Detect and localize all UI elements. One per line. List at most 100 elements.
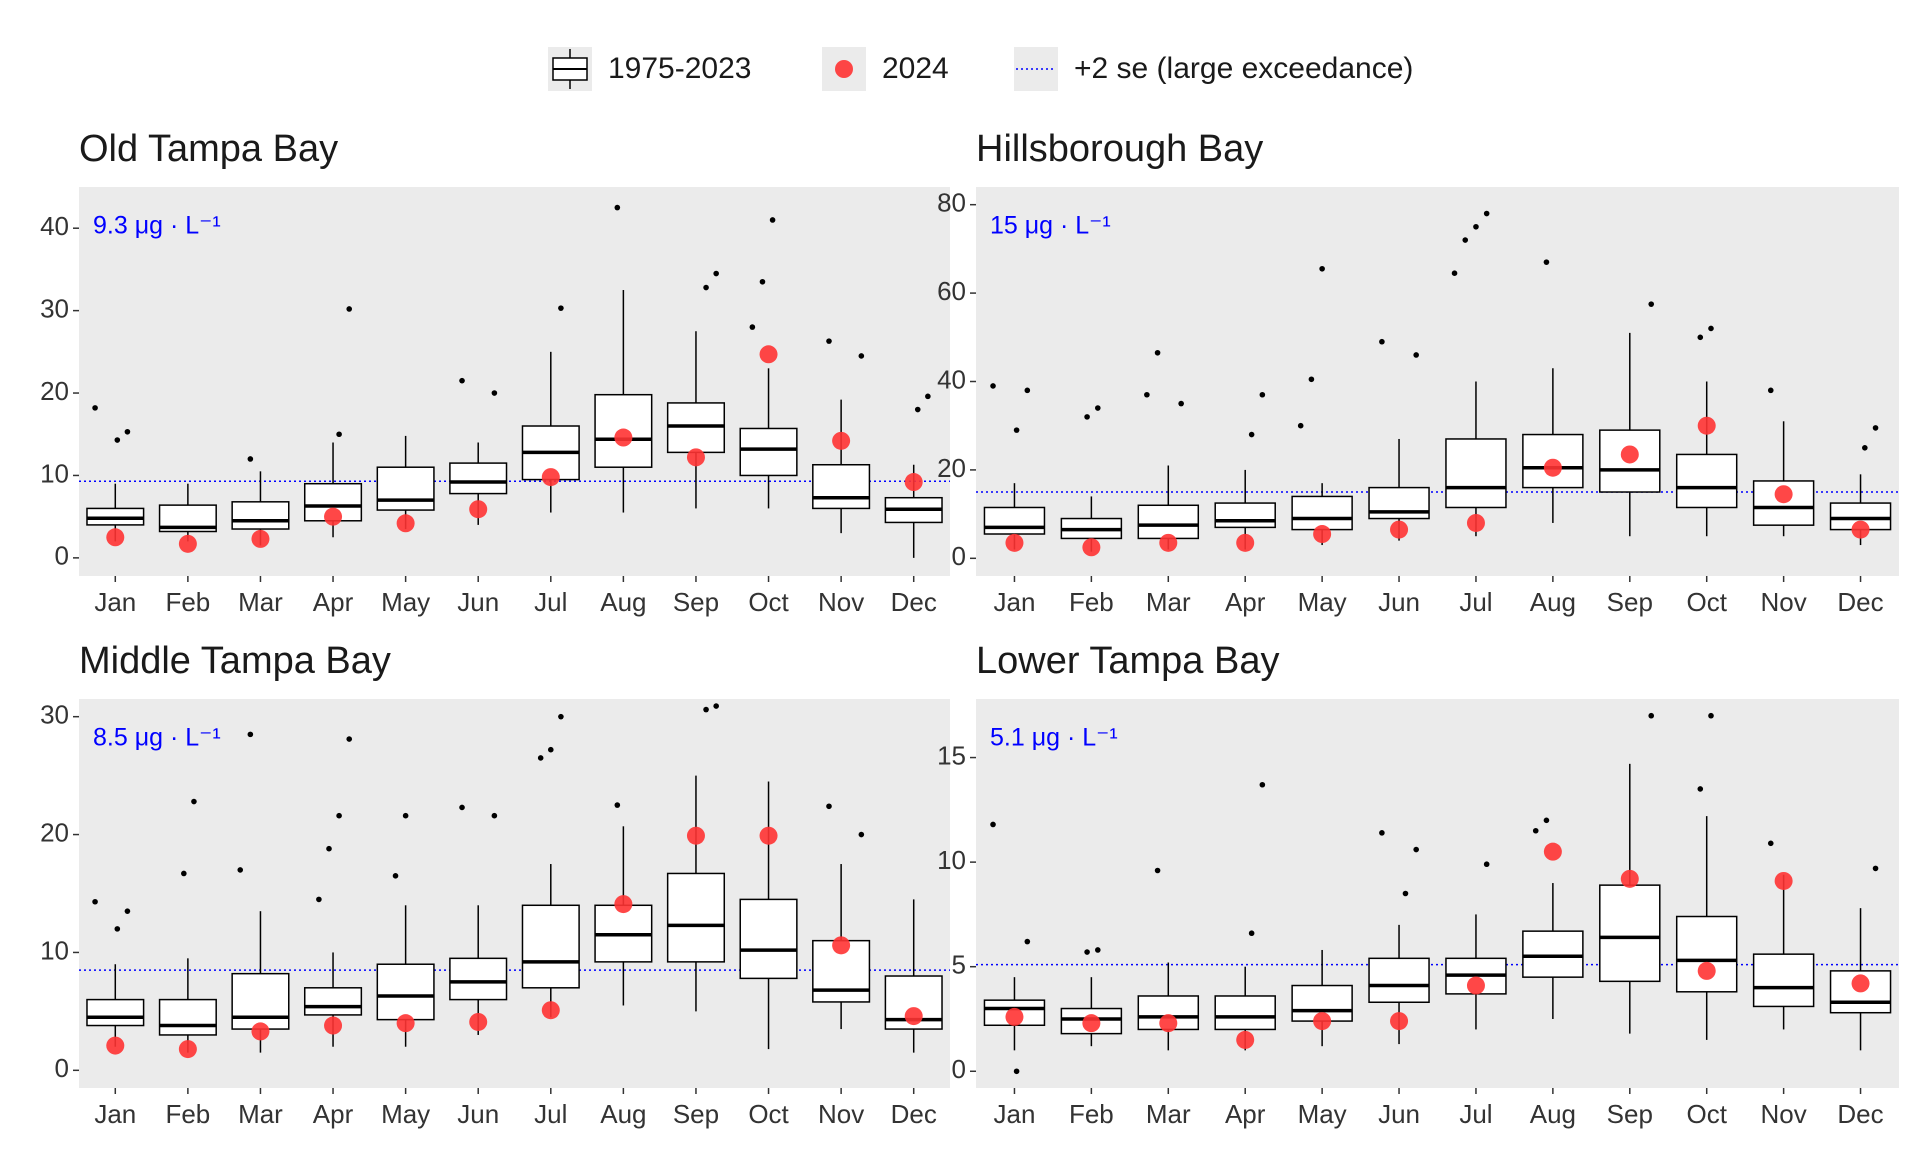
x-tick-label: Oct — [748, 1099, 789, 1129]
current-point — [614, 895, 633, 914]
x-tick-label: Sep — [673, 587, 719, 617]
x-tick-label: Apr — [1225, 587, 1266, 617]
box — [1599, 884, 1661, 983]
y-tick-label: 10 — [937, 845, 966, 875]
x-tick-label: Sep — [1607, 1099, 1653, 1129]
box — [1291, 495, 1353, 531]
legend-key-point — [835, 60, 853, 78]
outlier — [247, 456, 254, 462]
x-tick-label: Mar — [1146, 1099, 1191, 1129]
box — [449, 957, 508, 1001]
outlier — [191, 798, 197, 805]
x-tick-label: Apr — [313, 587, 354, 617]
box-group — [812, 338, 871, 534]
outlier — [713, 270, 719, 277]
current-point — [832, 431, 851, 450]
x-tick-label: Aug — [1530, 1099, 1576, 1129]
outlier — [1154, 349, 1161, 356]
y-tick-label: 20 — [937, 453, 966, 483]
outlier — [1462, 237, 1469, 243]
current-point — [1236, 533, 1255, 552]
current-point — [1159, 1014, 1178, 1033]
box — [1522, 930, 1584, 978]
outlier — [491, 390, 498, 396]
box-group — [983, 383, 1046, 550]
box — [812, 463, 871, 510]
outlier — [1379, 338, 1385, 345]
y-tick-label: 40 — [937, 364, 966, 394]
box-group — [1368, 830, 1430, 1045]
current-point — [614, 428, 633, 447]
x-tick-label: Jan — [993, 587, 1035, 617]
x-tick-label: Jul — [1459, 1099, 1492, 1129]
box-group — [449, 377, 508, 525]
box — [86, 998, 145, 1027]
outlier — [1767, 840, 1774, 847]
outlier — [459, 804, 465, 811]
box-group — [1752, 387, 1815, 537]
box-group — [231, 731, 290, 1053]
legend-item: 1975-2023 — [548, 47, 751, 91]
outlier — [1297, 422, 1304, 429]
current-point — [1082, 538, 1101, 557]
current-point — [1390, 1012, 1409, 1031]
current-point — [178, 1040, 197, 1059]
x-tick-label: Jan — [993, 1099, 1035, 1129]
current-point — [832, 936, 851, 955]
box-group — [303, 736, 363, 1047]
y-tick-label: 5 — [952, 950, 966, 980]
x-tick-label: Jul — [534, 1099, 567, 1129]
panel-title: Middle Tampa Bay — [79, 640, 391, 682]
box — [231, 501, 290, 530]
box-group — [376, 435, 435, 530]
outlier — [1862, 445, 1868, 451]
outlier — [1532, 827, 1539, 834]
outlier — [749, 324, 756, 330]
outlier — [346, 306, 353, 312]
outlier — [1154, 867, 1161, 874]
box-group — [739, 217, 798, 509]
outlier — [547, 746, 554, 753]
outlier — [1178, 400, 1184, 407]
current-point — [1774, 871, 1793, 890]
y-tick-label: 20 — [40, 376, 69, 406]
outlier — [826, 338, 832, 344]
panel-title: Lower Tampa Bay — [976, 640, 1279, 682]
outlier — [1872, 425, 1879, 431]
x-tick-label: Nov — [818, 1099, 864, 1129]
outlier — [990, 821, 996, 828]
x-tick-label: Sep — [673, 1099, 719, 1129]
box-group — [231, 456, 290, 546]
box-group — [666, 270, 726, 509]
box-group — [1599, 712, 1661, 1034]
outlier — [1095, 947, 1101, 953]
box-group — [521, 713, 580, 1018]
current-point — [396, 1014, 415, 1033]
outlier — [1543, 259, 1550, 265]
x-tick-label: Dec — [891, 1099, 937, 1129]
x-tick-label: Aug — [600, 1099, 646, 1129]
current-point — [541, 468, 560, 487]
current-point — [469, 1012, 488, 1031]
x-tick-label: Jun — [1378, 587, 1420, 617]
x-tick-label: Sep — [1607, 587, 1653, 617]
box — [739, 898, 798, 980]
current-point — [759, 345, 778, 364]
current-point — [1851, 974, 1870, 993]
outlier — [1413, 846, 1419, 853]
current-point — [324, 507, 343, 526]
current-point — [178, 534, 197, 553]
current-point — [686, 826, 705, 845]
outlier — [558, 305, 564, 311]
outlier — [114, 437, 121, 443]
outlier — [491, 812, 498, 819]
outlier — [1708, 712, 1714, 719]
current-point — [759, 826, 778, 845]
outlier — [1872, 865, 1879, 872]
current-point — [1390, 520, 1409, 539]
outlier — [914, 406, 921, 413]
box-group — [1137, 349, 1200, 550]
y-tick-label: 30 — [40, 700, 69, 730]
x-tick-label: Mar — [238, 587, 283, 617]
